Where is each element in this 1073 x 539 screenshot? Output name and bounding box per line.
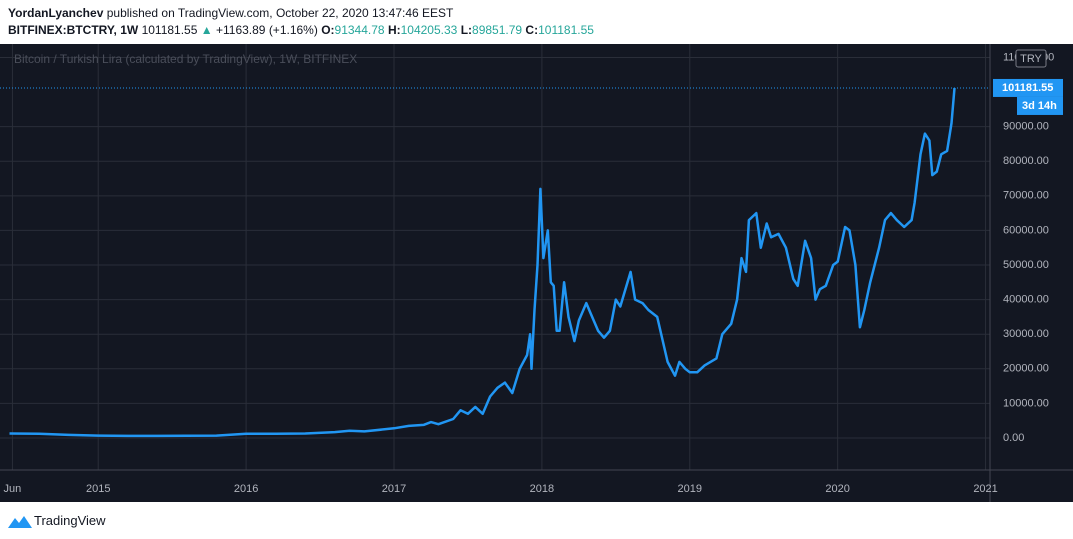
y-tick-label: 90000.00 xyxy=(1003,121,1049,133)
plot xyxy=(0,44,990,470)
y-tick-label: 80000.00 xyxy=(1003,155,1049,167)
y-tick-label: 10000.00 xyxy=(1003,397,1049,409)
x-tick-label: 2018 xyxy=(530,483,554,495)
y-tick-label: 0.00 xyxy=(1003,432,1024,444)
last: 101181.55 xyxy=(141,23,198,37)
open: 91344.78 xyxy=(334,23,385,37)
x-tick-label: 2017 xyxy=(382,483,406,495)
high: 104205.33 xyxy=(400,23,458,37)
y-tick-label: 40000.00 xyxy=(1003,294,1049,306)
currency-label: TRY xyxy=(1020,53,1042,65)
footer: TradingView xyxy=(34,513,106,528)
brand: TradingView xyxy=(34,513,106,528)
y-tick-label: 60000.00 xyxy=(1003,224,1049,236)
o-label: O: xyxy=(321,23,335,37)
y-tick-label: 20000.00 xyxy=(1003,363,1049,375)
l-label: L: xyxy=(460,23,473,37)
h-label: H: xyxy=(387,23,401,37)
arrow: ▲ xyxy=(200,23,213,37)
change: +1163.89 (+1.16%) xyxy=(215,23,318,37)
close: 101181.55 xyxy=(538,23,594,37)
countdown-box xyxy=(1017,96,1063,115)
price-line xyxy=(9,87,956,438)
last-price-box xyxy=(993,78,1063,97)
author: YordanLyanchev xyxy=(8,6,104,20)
y-tick-label: 50000.00 xyxy=(1003,259,1049,271)
chart-title: Bitcoin / Turkish Lira (calculated by Tr… xyxy=(14,52,357,66)
currency-box xyxy=(1015,49,1047,68)
last-price-label: 101181.55 xyxy=(1002,82,1053,94)
y-tick-label: 30000.00 xyxy=(1003,328,1049,340)
symbol: BITFINEX:BTCTRY, 1W xyxy=(8,23,139,37)
logo xyxy=(8,516,32,528)
header: YordanLyanchev published on TradingView.… xyxy=(8,5,594,39)
low: 89851.79 xyxy=(472,23,523,37)
x-tick-label: Jun xyxy=(4,483,22,495)
axes: 0.00 10000.00 20000.00 30000.00 40000.00 5000… xyxy=(4,49,1063,495)
x-tick-label: 2021 xyxy=(973,483,997,495)
c-label: C: xyxy=(525,23,539,37)
x-tick-label: 2020 xyxy=(825,483,849,495)
countdown-label: 3d 14h xyxy=(1022,100,1057,112)
x-tick-label: 2015 xyxy=(86,483,110,495)
x-tick-label: 2019 xyxy=(678,483,702,495)
y-tick-label: 70000.00 xyxy=(1003,190,1049,202)
x-tick-label: 2016 xyxy=(234,483,258,495)
published: published on TradingView.com, October 22… xyxy=(106,6,454,20)
